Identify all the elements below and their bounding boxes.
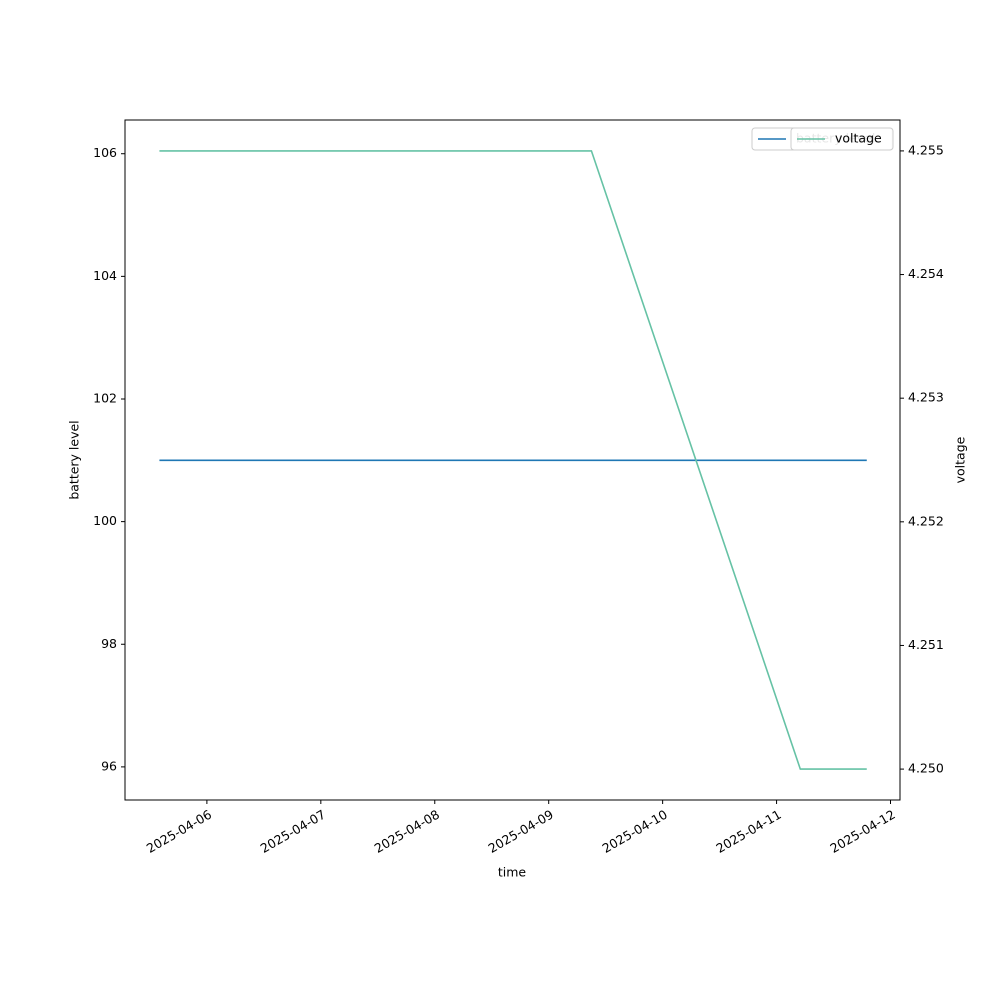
y2-tick-label: 4.252 <box>908 513 944 528</box>
data-line <box>159 150 867 770</box>
y-tick-label: 96 <box>101 758 117 773</box>
legend-label: voltage <box>835 131 882 146</box>
y-tick-label: 98 <box>101 636 117 651</box>
x-tick-label: 2025-04-08 <box>372 807 442 856</box>
x-tick-label: 2025-04-12 <box>827 807 897 856</box>
x-tick-label: 2025-04-06 <box>144 807 214 856</box>
x-tick-label: 2025-04-10 <box>599 807 669 856</box>
legend-box <box>790 127 894 151</box>
y2-axis-label: voltage <box>953 436 968 483</box>
x-tick-label: 2025-04-07 <box>258 807 328 856</box>
y-tick-label: 106 <box>93 145 117 160</box>
y-axis-label: battery level <box>67 420 82 499</box>
plot-frame <box>124 119 901 801</box>
y2-tick-label: 4.253 <box>908 390 944 405</box>
y2-tick-label: 4.250 <box>908 761 944 776</box>
y-tick-label: 104 <box>93 268 117 283</box>
y2-tick-label: 4.255 <box>908 142 944 157</box>
x-axis-label: time <box>498 865 527 880</box>
x-tick-label: 2025-04-11 <box>713 807 783 856</box>
y-tick-label: 102 <box>93 390 117 405</box>
y-tick-label: 100 <box>93 513 117 528</box>
x-tick-label: 2025-04-09 <box>486 807 556 856</box>
y2-tick-label: 4.251 <box>908 637 944 652</box>
y2-tick-label: 4.254 <box>908 266 944 281</box>
